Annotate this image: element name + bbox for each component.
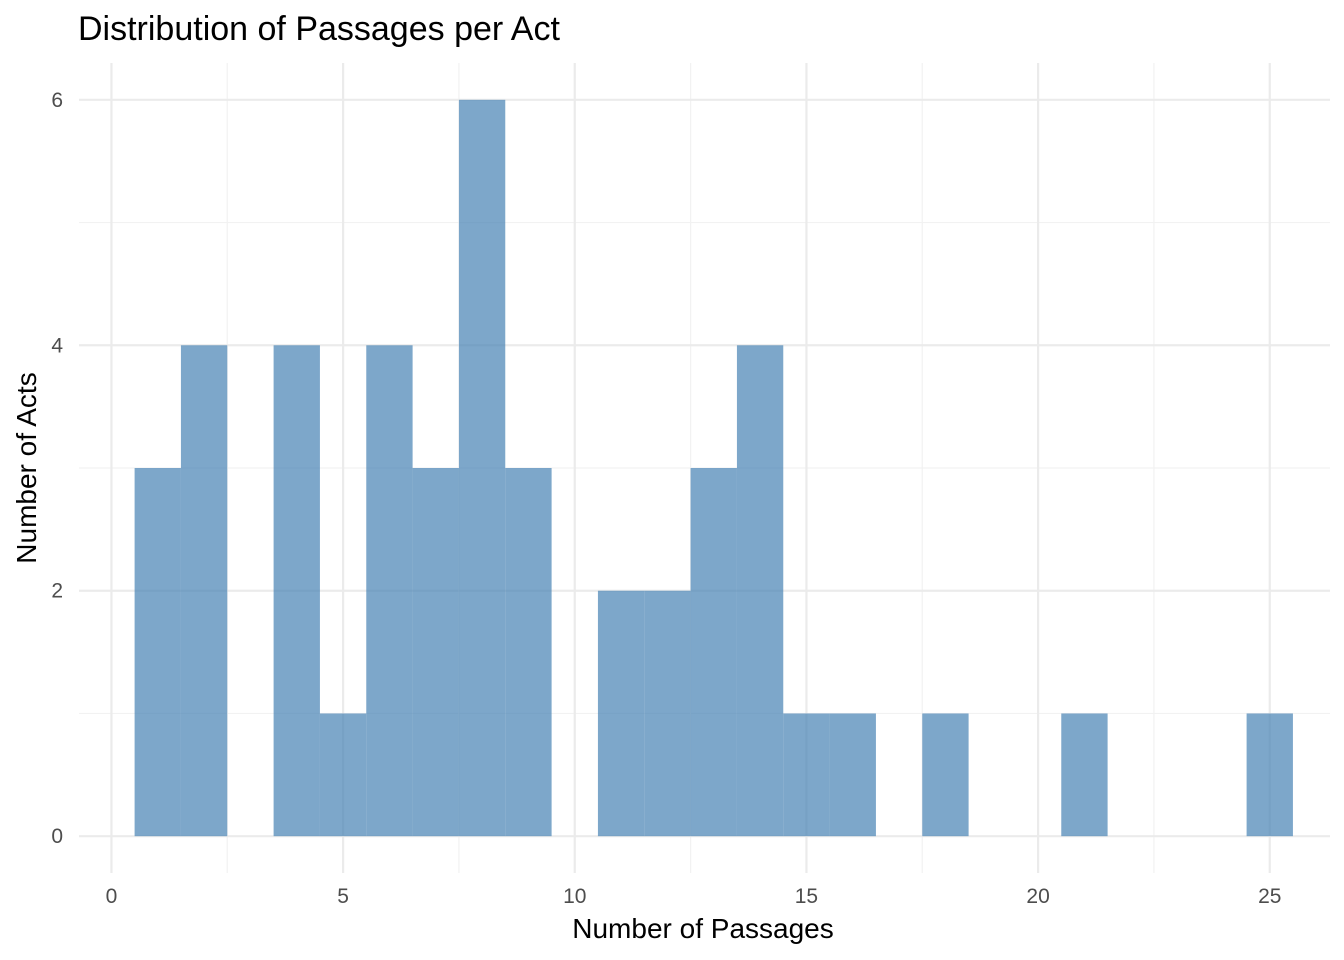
histogram-bar: [644, 590, 691, 837]
histogram-bars: [134, 99, 1293, 837]
histogram-bar: [134, 468, 181, 837]
x-tick-label: 5: [337, 885, 349, 908]
histogram-bar: [736, 345, 784, 837]
x-tick-label: 15: [795, 885, 818, 908]
y-tick-label: 4: [51, 334, 63, 357]
histogram-bar: [1246, 713, 1293, 837]
histogram-bar: [1061, 713, 1108, 837]
histogram-bar: [366, 345, 413, 837]
histogram-bar: [922, 713, 969, 837]
x-tick-label: 20: [1026, 885, 1049, 908]
x-tick-label: 25: [1258, 885, 1281, 908]
histogram-bar: [458, 99, 506, 837]
chart-title: Distribution of Passages per Act: [78, 10, 560, 48]
y-tick-label: 0: [51, 825, 63, 848]
x-tick-label: 0: [106, 885, 118, 908]
y-axis-title: Number of Acts: [11, 372, 42, 563]
histogram-bar: [829, 713, 876, 837]
y-tick-label: 6: [51, 89, 63, 112]
y-axis-tick-labels: 0 2 4 6: [51, 89, 63, 848]
histogram-bar: [273, 345, 320, 837]
x-tick-label: 10: [563, 885, 586, 908]
histogram-bar: [180, 345, 228, 837]
histogram-bar: [597, 590, 645, 837]
y-tick-label: 2: [51, 580, 63, 603]
x-axis-tick-labels: 0 5 10 15 20 25: [106, 885, 1282, 908]
histogram-bar: [690, 468, 737, 837]
histogram-bar: [783, 713, 830, 837]
histogram-bar: [505, 468, 552, 837]
x-axis-title: Number of Passages: [572, 913, 833, 944]
histogram-bar: [412, 468, 459, 837]
histogram-bar: [319, 713, 367, 837]
